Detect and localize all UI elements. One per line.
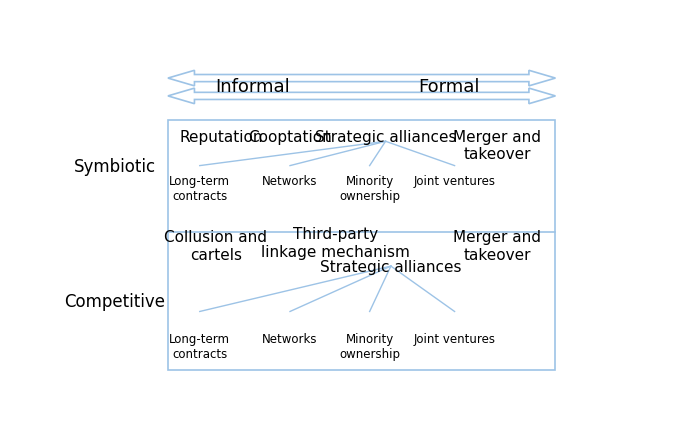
Text: Joint ventures: Joint ventures (414, 175, 495, 188)
Text: Merger and
takeover: Merger and takeover (453, 130, 541, 163)
Text: Formal: Formal (419, 78, 480, 96)
Text: Strategic alliances: Strategic alliances (315, 130, 456, 145)
Text: Minority
ownership: Minority ownership (339, 175, 400, 203)
Text: Networks: Networks (262, 175, 318, 188)
Text: Informal: Informal (216, 78, 290, 96)
Polygon shape (168, 70, 556, 86)
Text: Merger and
takeover: Merger and takeover (453, 230, 541, 263)
Text: Competitive: Competitive (64, 293, 165, 311)
Text: Networks: Networks (262, 333, 318, 346)
Text: Collusion and
cartels: Collusion and cartels (164, 230, 267, 263)
Text: Minority
ownership: Minority ownership (339, 333, 400, 360)
Text: Strategic alliances: Strategic alliances (320, 260, 462, 274)
Polygon shape (168, 88, 556, 104)
Text: Third-party
linkage mechanism: Third-party linkage mechanism (261, 227, 410, 260)
Text: Cooptation: Cooptation (248, 130, 332, 145)
Text: Reputation: Reputation (179, 130, 263, 145)
Text: Long-term
contracts: Long-term contracts (169, 333, 230, 360)
Text: Joint ventures: Joint ventures (414, 333, 495, 346)
Text: Long-term
contracts: Long-term contracts (169, 175, 230, 203)
Text: Symbiotic: Symbiotic (74, 158, 156, 176)
